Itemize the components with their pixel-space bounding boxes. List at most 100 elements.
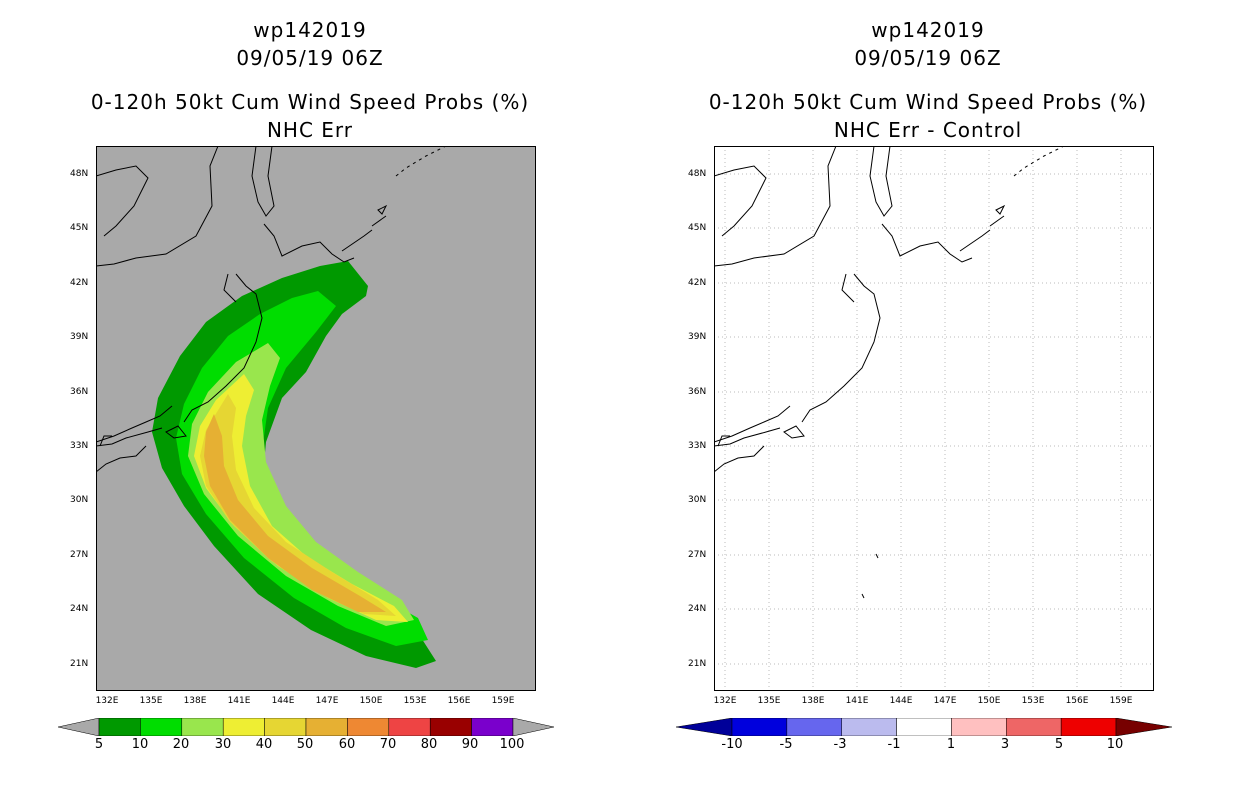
lon-label: 144E <box>889 696 913 706</box>
right-product-title: 0-120h 50kt Cum Wind Speed Probs (%) <box>708 90 1148 114</box>
right-map-frame <box>714 146 1154 691</box>
colorbar-label: 10 <box>1106 737 1124 752</box>
left-map <box>96 146 536 691</box>
lon-label: 138E <box>801 696 825 706</box>
colorbar-label: 10 <box>131 737 149 752</box>
left-product-title: 0-120h 50kt Cum Wind Speed Probs (%) <box>90 90 530 114</box>
colorbar-label: -5 <box>779 737 793 752</box>
colorbar-label: 90 <box>461 737 479 752</box>
lat-label: 33N <box>688 441 707 451</box>
colorbar-label: -3 <box>833 737 847 752</box>
colorbar-segment <box>1006 718 1062 736</box>
colorbar-label: 5 <box>1054 737 1064 752</box>
lon-label: 144E <box>271 696 295 706</box>
colorbar-low-arrow <box>676 718 733 736</box>
lon-label: 150E <box>977 696 1001 706</box>
right-coastlines <box>714 146 1065 599</box>
lat-label: 39N <box>688 332 707 342</box>
lon-label: 147E <box>933 696 957 706</box>
lon-label: 132E <box>713 696 737 706</box>
colorbar-high-arrow <box>512 718 554 736</box>
lon-label: 150E <box>359 696 383 706</box>
right-map <box>714 146 1154 691</box>
lon-label: 135E <box>757 696 781 706</box>
lat-label: 45N <box>688 223 707 233</box>
lat-label: 36N <box>70 387 89 397</box>
lon-label: 156E <box>1065 696 1089 706</box>
right-map-background <box>714 146 1154 691</box>
lon-label: 153E <box>403 696 427 706</box>
colorbar-label: 100 <box>499 737 525 752</box>
colorbar-segment <box>841 718 897 736</box>
colorbar-segment <box>471 718 514 736</box>
prob-swath-50 <box>204 414 386 612</box>
colorbar-label: 50 <box>296 737 314 752</box>
lat-label: 21N <box>70 659 89 669</box>
lat-label: 30N <box>70 495 89 505</box>
lon-label: 135E <box>139 696 163 706</box>
colorbar-segment <box>305 718 348 736</box>
right-gridlines <box>714 146 1154 691</box>
right-storm-id: wp142019 <box>871 18 985 42</box>
probability-swath <box>152 261 436 668</box>
colorbar-segment <box>786 718 842 736</box>
colorbar-label: 70 <box>379 737 397 752</box>
colorbar-label: 80 <box>420 737 438 752</box>
colorbar-segment <box>731 718 788 736</box>
lat-label: 45N <box>70 223 89 233</box>
colorbar-label: -1 <box>887 737 901 752</box>
lat-label: 24N <box>70 604 89 614</box>
lat-label: 48N <box>70 169 89 179</box>
lat-label: 42N <box>70 278 89 288</box>
colorbar-label: 60 <box>338 737 356 752</box>
colorbar-segment <box>429 718 472 736</box>
lat-label: 42N <box>688 278 707 288</box>
lat-label: 48N <box>688 169 707 179</box>
colorbar-segment <box>347 718 390 736</box>
lon-label: 132E <box>95 696 119 706</box>
colorbar-segment <box>181 718 224 736</box>
lat-label: 27N <box>688 550 707 560</box>
left-map-frame <box>96 146 536 691</box>
colorbar-segment <box>222 718 265 736</box>
right-colorbar <box>676 718 1172 736</box>
lon-label: 141E <box>227 696 251 706</box>
lat-label: 36N <box>688 387 707 397</box>
lat-label: 27N <box>70 550 89 560</box>
colorbar-low-arrow <box>58 718 100 736</box>
lat-label: 24N <box>688 604 707 614</box>
lon-label: 138E <box>183 696 207 706</box>
right-datetime: 09/05/19 06Z <box>854 46 1002 70</box>
left-storm-id: wp142019 <box>253 18 367 42</box>
left-product-subtitle: NHC Err <box>266 118 354 142</box>
colorbar-segment <box>140 718 183 736</box>
colorbar-label: 40 <box>255 737 273 752</box>
lon-label: 147E <box>315 696 339 706</box>
left-coastlines <box>96 146 447 473</box>
colorbar-segment <box>264 718 307 736</box>
colorbar-label: -10 <box>721 737 743 752</box>
lon-label: 159E <box>491 696 515 706</box>
right-product-subtitle: NHC Err - Control <box>833 118 1023 142</box>
left-datetime: 09/05/19 06Z <box>236 46 384 70</box>
colorbar-label: 30 <box>214 737 232 752</box>
colorbar-segment <box>1060 718 1117 736</box>
colorbar-label: 1 <box>946 737 956 752</box>
lat-label: 33N <box>70 441 89 451</box>
colorbar-segment <box>951 718 1007 736</box>
lat-label: 39N <box>70 332 89 342</box>
lat-label: 30N <box>688 495 707 505</box>
colorbar-segment <box>98 718 141 736</box>
lon-label: 156E <box>447 696 471 706</box>
colorbar-label: 20 <box>172 737 190 752</box>
lon-label: 159E <box>1109 696 1133 706</box>
lat-label: 21N <box>688 659 707 669</box>
lon-label: 153E <box>1021 696 1045 706</box>
colorbar-high-arrow <box>1115 718 1172 736</box>
left-colorbar <box>58 718 554 736</box>
colorbar-label: 5 <box>94 737 104 752</box>
colorbar-segment <box>388 718 431 736</box>
lon-label: 141E <box>845 696 869 706</box>
colorbar-segment <box>896 718 952 736</box>
colorbar-label: 3 <box>1000 737 1010 752</box>
